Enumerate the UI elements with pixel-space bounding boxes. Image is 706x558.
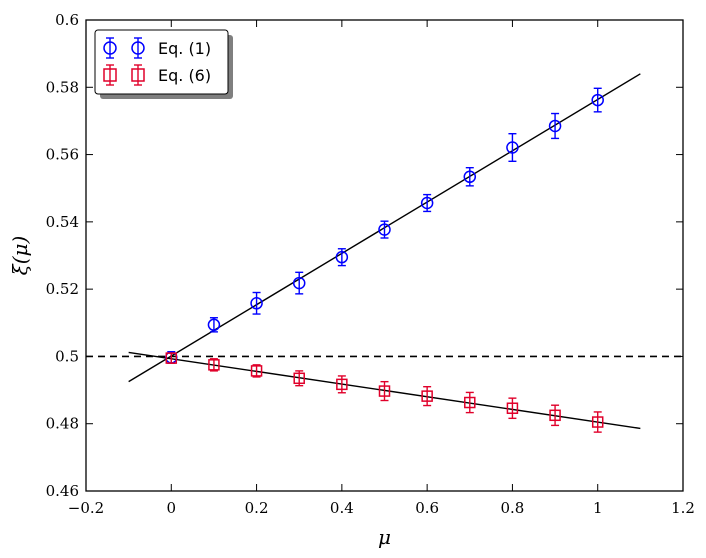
y-tick-label: 0.54 (46, 213, 79, 231)
circle-marker (420, 196, 434, 210)
legend-label: Eq. (1) (158, 39, 211, 58)
y-tick-label: 0.56 (46, 146, 79, 164)
x-tick-label: 0.8 (500, 499, 524, 517)
y-tick-label: 0.5 (55, 347, 79, 365)
y-tick-label: 0.58 (46, 78, 79, 96)
legend-marker (131, 37, 145, 59)
data-point-eq6 (250, 364, 263, 378)
plot-frame (85, 19, 684, 492)
square-marker (208, 359, 220, 371)
x-tick-label: −0.2 (68, 499, 104, 517)
legend-circle-marker (131, 41, 145, 55)
circle-marker (250, 297, 263, 310)
legend-square-marker (103, 68, 117, 82)
square-marker (464, 396, 476, 409)
legend-label: Eq. (6) (158, 66, 211, 85)
x-tick-label: 0.2 (245, 499, 269, 517)
axes: −0.2 0 0.2 0.4 0.6 0.8 1 1.2 0.46 0.48 0.5 0.52 0.54… (46, 11, 695, 517)
square-marker (378, 385, 391, 397)
x-axis-label: μ (378, 525, 391, 549)
x-tick-label: 0.4 (330, 499, 354, 517)
circle-marker (292, 276, 306, 290)
data-point-eq1 (420, 193, 434, 213)
data-point-eq1 (506, 133, 519, 163)
legend-marker (103, 64, 117, 86)
y-tick-label: 0.6 (55, 11, 79, 29)
legend-marker (103, 37, 117, 59)
legend: Eq. (1) Eq. (6) (94, 29, 233, 99)
square-marker (549, 409, 561, 422)
y-tick-label: 0.46 (46, 482, 79, 500)
y-tick-label: 0.48 (46, 415, 79, 433)
circle-marker (378, 223, 391, 236)
x-tick-label: 1.2 (671, 499, 695, 517)
data-point-eq6 (421, 386, 433, 407)
x-tick-label: 0.6 (415, 499, 439, 517)
legend-circle-marker (103, 41, 117, 55)
legend-box (94, 29, 229, 95)
circle-marker (463, 170, 477, 184)
circle-marker (591, 93, 604, 107)
square-marker (591, 416, 604, 428)
data-point-eq1 (548, 112, 562, 140)
data-point-eq1 (292, 271, 306, 295)
data-point-eq6 (378, 380, 391, 402)
data-point-eq6 (549, 404, 561, 427)
square-marker (165, 352, 178, 364)
y-tick-label: 0.52 (46, 280, 79, 298)
data-point-eq1 (335, 248, 349, 267)
circle-marker (335, 250, 349, 264)
data-point-eq1 (378, 220, 391, 239)
data-point-eq6 (336, 375, 348, 394)
square-marker (250, 365, 263, 377)
data-point-eq1 (250, 291, 263, 315)
square-marker (293, 372, 305, 385)
data-point-eq6 (506, 397, 519, 420)
data-point-eq1 (207, 317, 221, 333)
x-tick-label: 1 (593, 499, 603, 517)
circle-marker (207, 318, 221, 332)
data-point-eq6 (165, 352, 178, 364)
legend-square-marker (131, 68, 145, 82)
plot-content (86, 73, 683, 433)
square-marker (506, 402, 519, 414)
legend-marker (131, 64, 145, 86)
data-point-eq6 (464, 391, 476, 414)
data-point-eq6 (591, 411, 604, 433)
square-marker (336, 378, 348, 391)
circle-marker (506, 141, 519, 154)
x-tick-label: 0 (167, 499, 177, 517)
data-point-eq1 (591, 87, 604, 113)
circle-marker (548, 119, 562, 133)
data-point-eq1 (463, 166, 477, 187)
data-point-eq6 (293, 370, 305, 387)
y-axis-label: ξ(μ) (8, 236, 32, 276)
data-point-eq6 (208, 358, 220, 372)
square-marker (421, 390, 433, 402)
